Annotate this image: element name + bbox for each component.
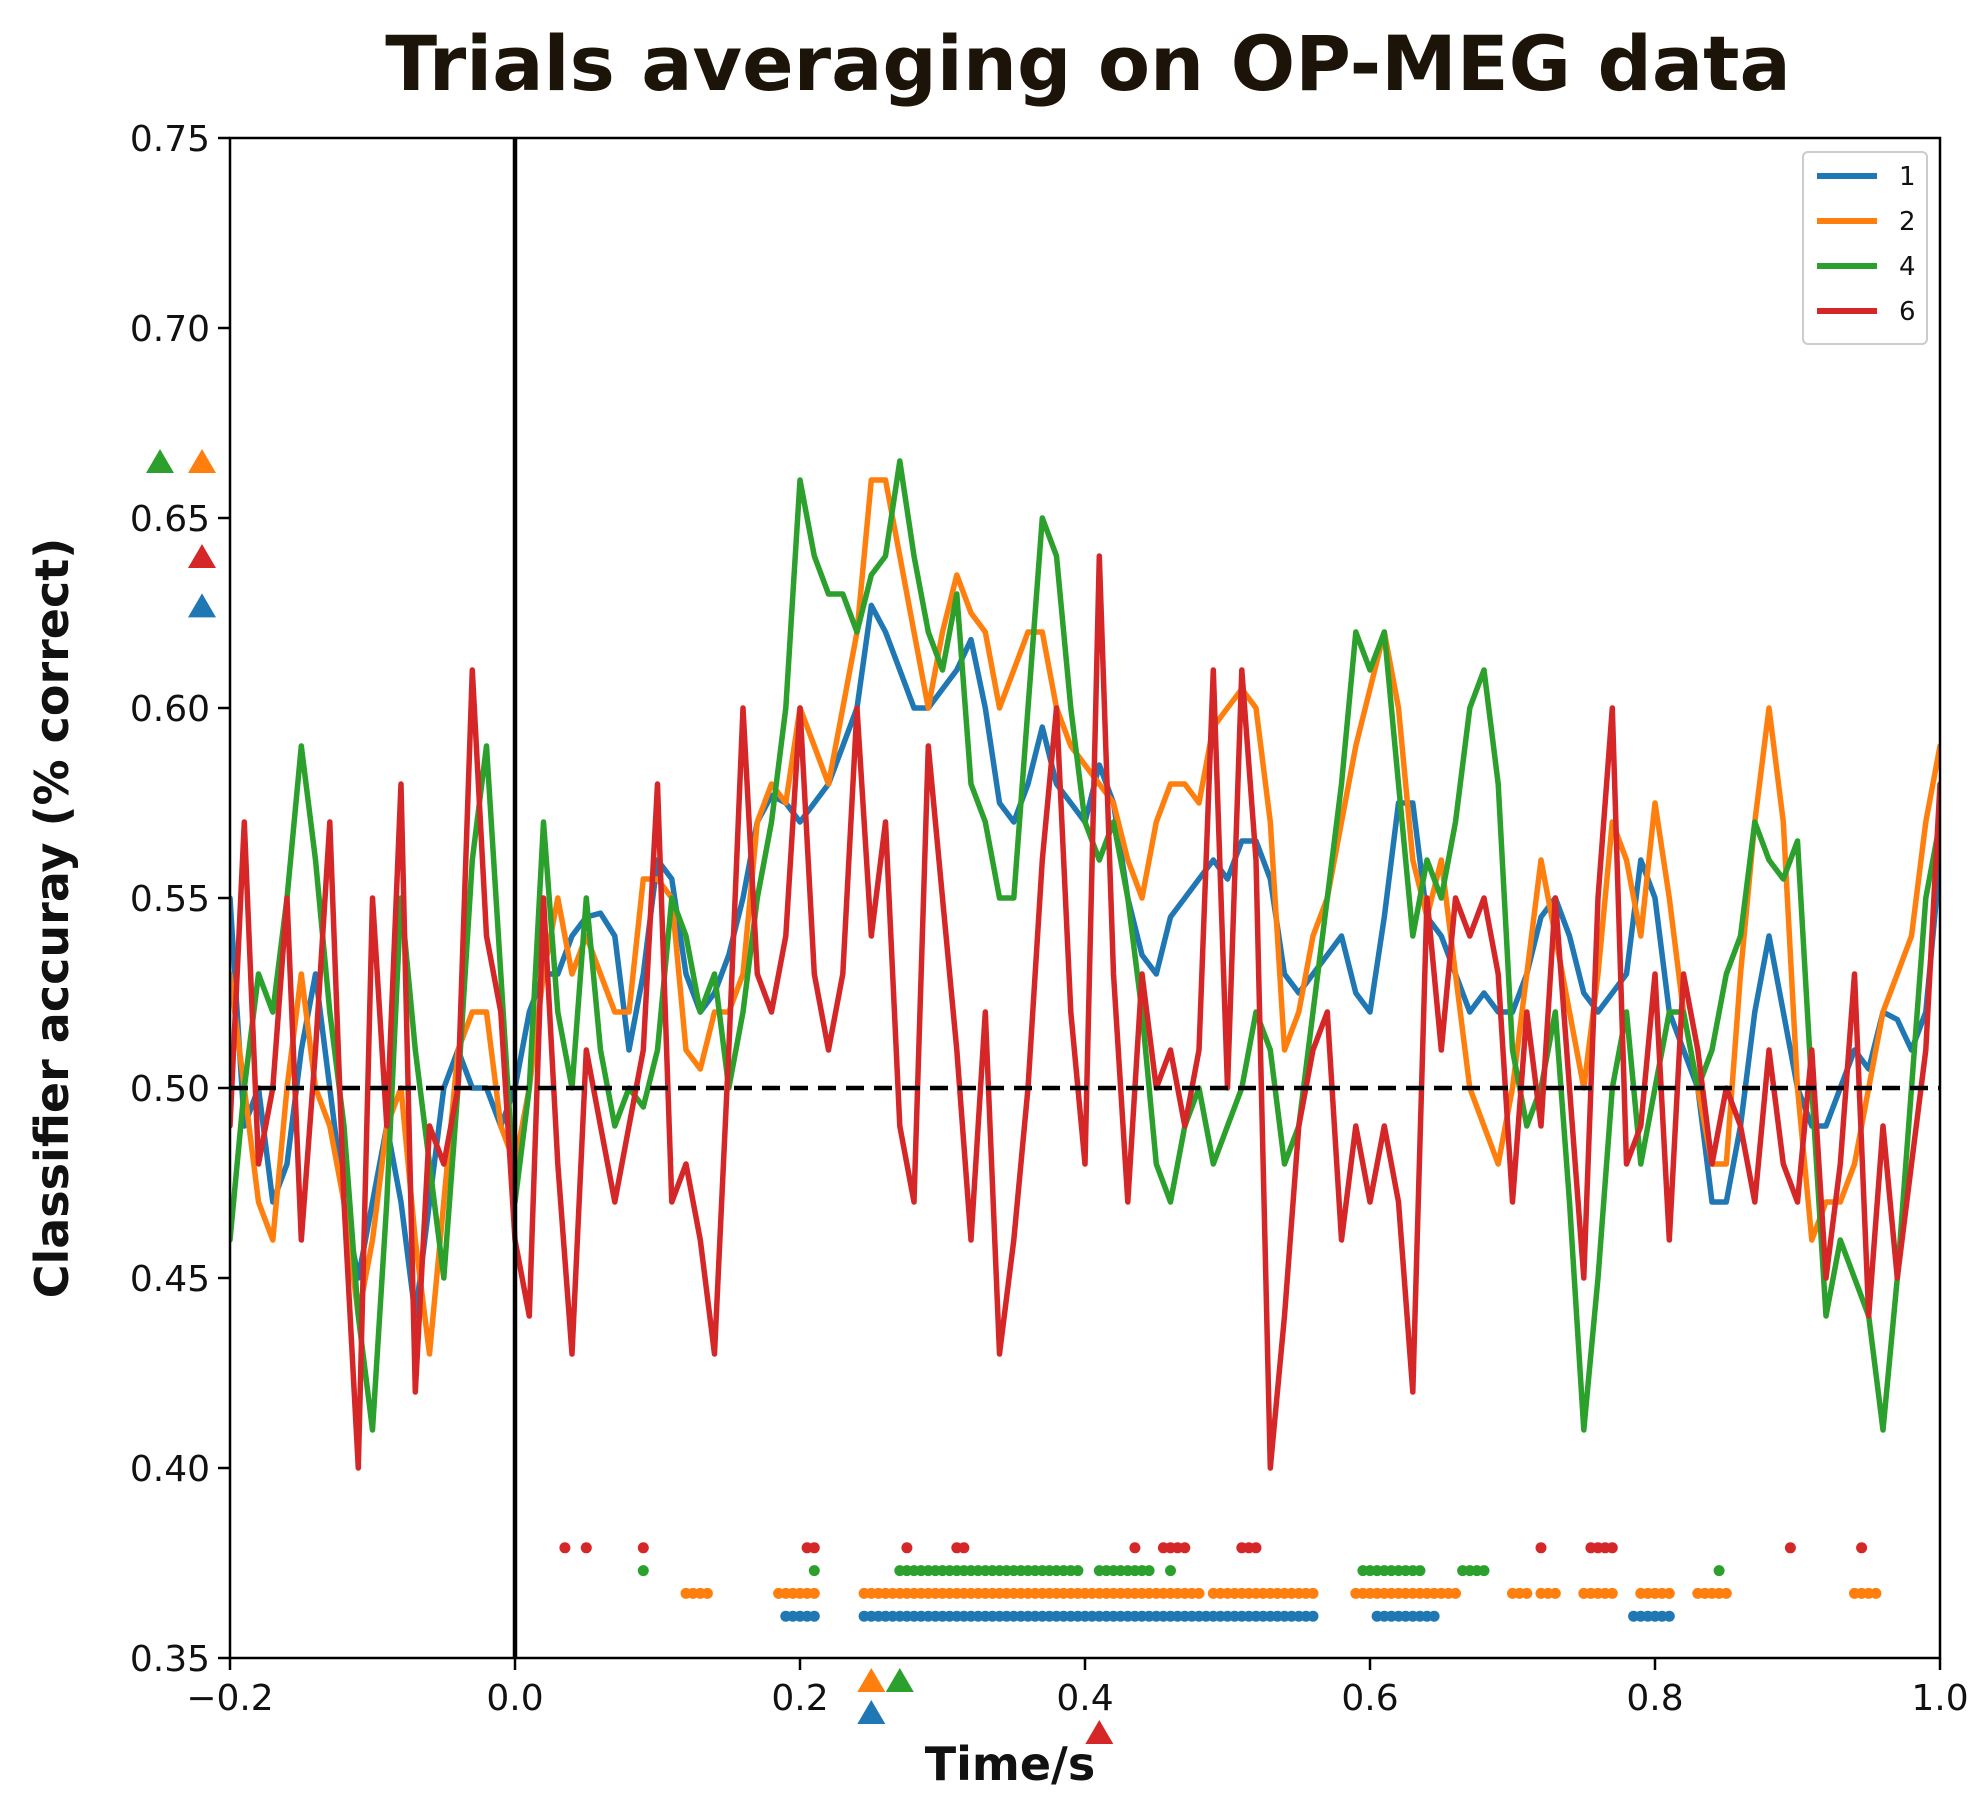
x-tick-label: 0.0 xyxy=(486,1678,543,1719)
significance-dot-2 xyxy=(1663,1587,1675,1599)
y-axis-label: Classifier accuray (% correct) xyxy=(25,538,79,1299)
significance-dot-6 xyxy=(559,1542,571,1554)
y-tick-label: 0.50 xyxy=(130,1069,210,1110)
significance-dot-1 xyxy=(808,1610,820,1622)
significance-dot-6 xyxy=(901,1542,913,1554)
legend-label-2: 2 xyxy=(1899,207,1916,237)
y-tick-label: 0.60 xyxy=(130,689,210,730)
x-tick-label: 1.0 xyxy=(1911,1678,1968,1719)
x-tick-label: 0.4 xyxy=(1056,1678,1113,1719)
significance-dot-6 xyxy=(808,1542,820,1554)
peak-latency-marker-1 xyxy=(857,1700,886,1724)
significance-dot-2 xyxy=(1549,1587,1561,1599)
significance-dot-4 xyxy=(1713,1565,1725,1577)
significance-dot-6 xyxy=(1179,1542,1191,1554)
significance-dot-6 xyxy=(580,1542,592,1554)
x-axis-label: Time/s xyxy=(925,1737,1095,1791)
plot-area: −0.2 0.0 0.2 0.4 0.6 0.8 1.0 0.35 0.40 0.45 0.50 0.… xyxy=(130,119,1969,1744)
peak-accuracy-marker-6 xyxy=(188,544,216,568)
peak-latency-marker-6 xyxy=(1085,1720,1114,1744)
y-tick-label: 0.35 xyxy=(130,1639,210,1680)
significance-dot-2 xyxy=(1870,1587,1882,1599)
significance-dot-2 xyxy=(1606,1587,1618,1599)
significance-dot-4 xyxy=(1414,1565,1426,1577)
chart-title: Trials averaging on OP-MEG data xyxy=(385,19,1791,108)
peak-accuracy-marker-2 xyxy=(188,449,216,473)
significance-dot-6 xyxy=(1606,1542,1618,1554)
significance-dot-4 xyxy=(1478,1565,1490,1577)
y-tick-label: 0.65 xyxy=(130,499,210,540)
significance-dot-1 xyxy=(1663,1610,1675,1622)
y-tick-label: 0.55 xyxy=(130,879,210,920)
significance-dot-4 xyxy=(637,1565,649,1577)
y-tick-label: 0.75 xyxy=(130,119,210,160)
x-tick-label: 0.2 xyxy=(771,1678,828,1719)
y-tick-label: 0.70 xyxy=(130,309,210,350)
significance-dot-4 xyxy=(1165,1565,1176,1577)
significance-dot-2 xyxy=(701,1587,713,1599)
significance-dot-6 xyxy=(1129,1542,1141,1554)
significance-dot-2 xyxy=(808,1587,820,1599)
peak-accuracy-marker-4 xyxy=(146,449,174,473)
x-tick-label: −0.2 xyxy=(186,1678,273,1719)
significance-dot-6 xyxy=(958,1542,970,1554)
significance-dot-6 xyxy=(1856,1542,1868,1554)
significance-dot-6 xyxy=(1784,1542,1796,1554)
significance-dot-6 xyxy=(1535,1542,1547,1554)
y-tick-label: 0.45 xyxy=(130,1259,210,1300)
significance-dot-4 xyxy=(1072,1565,1084,1577)
x-tick-label: 0.8 xyxy=(1626,1678,1683,1719)
legend-label-1: 1 xyxy=(1899,162,1916,192)
significance-dot-2 xyxy=(1193,1587,1205,1599)
significance-dot-2 xyxy=(1450,1587,1461,1599)
peak-latency-marker-4 xyxy=(885,1668,914,1692)
significance-dot-4 xyxy=(1143,1565,1155,1577)
significance-dot-2 xyxy=(1521,1587,1533,1599)
significance-dot-4 xyxy=(808,1565,820,1577)
significance-dot-1 xyxy=(1307,1610,1319,1622)
significance-dot-1 xyxy=(1428,1610,1440,1622)
significance-dot-6 xyxy=(1250,1542,1262,1554)
y-tick-label: 0.40 xyxy=(130,1449,210,1490)
significance-dot-2 xyxy=(1307,1587,1319,1599)
legend-label-4: 4 xyxy=(1899,252,1916,282)
peak-latency-marker-2 xyxy=(857,1668,886,1692)
significance-dot-6 xyxy=(637,1542,649,1554)
legend-label-6: 6 xyxy=(1899,297,1916,327)
legend: 1 2 4 6 xyxy=(1802,151,1928,345)
legend-box xyxy=(1802,151,1928,345)
x-tick-label: 0.6 xyxy=(1341,1678,1398,1719)
peak-accuracy-marker-1 xyxy=(188,593,216,618)
significance-dot-2 xyxy=(1720,1587,1732,1599)
